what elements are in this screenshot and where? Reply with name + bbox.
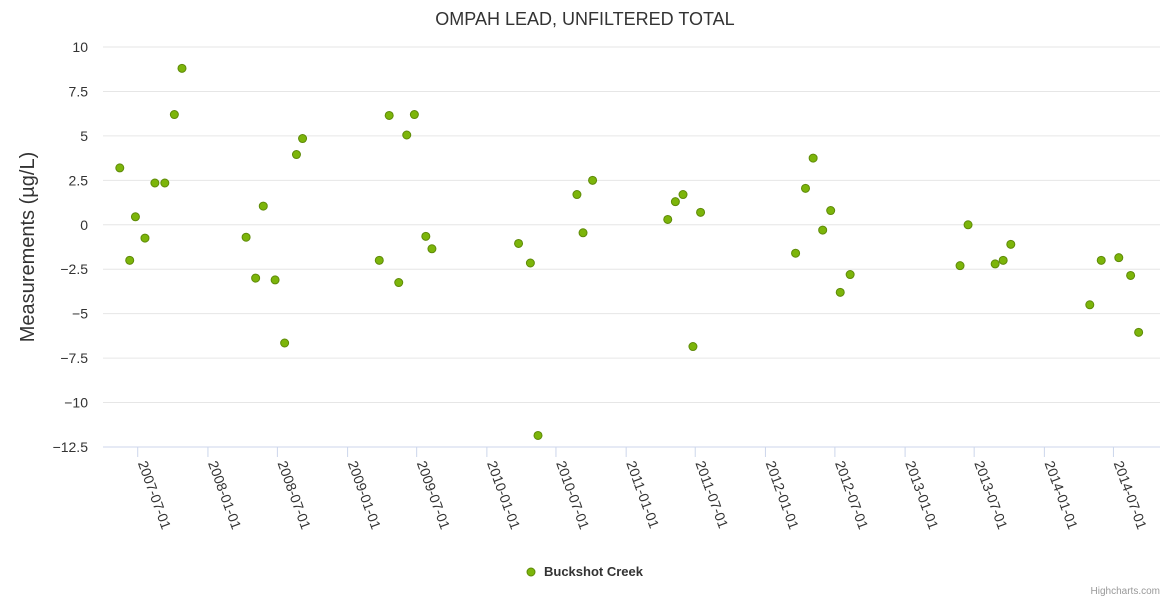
- series-points: [115, 63, 1144, 440]
- data-point[interactable]: [258, 201, 268, 211]
- x-tick-label: 2010-07-01: [553, 459, 593, 532]
- data-point[interactable]: [251, 273, 261, 283]
- data-point[interactable]: [409, 110, 419, 120]
- data-point[interactable]: [115, 163, 125, 173]
- y-tick-label: −12.5: [53, 439, 89, 455]
- legend[interactable]: Buckshot Creek: [526, 564, 644, 579]
- data-point[interactable]: [140, 233, 150, 243]
- data-point[interactable]: [963, 220, 973, 230]
- data-point[interactable]: [835, 287, 845, 297]
- data-point[interactable]: [177, 63, 187, 73]
- data-point[interactable]: [291, 150, 301, 160]
- data-point[interactable]: [998, 255, 1008, 265]
- data-point[interactable]: [696, 207, 706, 217]
- data-point[interactable]: [384, 110, 394, 120]
- x-tick-label: 2011-07-01: [692, 459, 731, 531]
- data-point[interactable]: [1085, 300, 1095, 310]
- legend-label[interactable]: Buckshot Creek: [544, 564, 644, 579]
- data-point[interactable]: [1096, 255, 1106, 265]
- data-point[interactable]: [374, 255, 384, 265]
- data-point[interactable]: [955, 261, 965, 271]
- data-point[interactable]: [1114, 253, 1124, 263]
- data-point[interactable]: [298, 134, 308, 144]
- y-tick-label: 7.5: [69, 83, 89, 99]
- x-tick-label: 2009-07-01: [414, 459, 454, 532]
- x-tick-label: 2013-01-01: [902, 459, 942, 532]
- x-tick-label: 2009-01-01: [345, 459, 385, 532]
- y-tick-label: 10: [72, 39, 88, 55]
- data-point[interactable]: [818, 225, 828, 235]
- data-point[interactable]: [572, 190, 582, 200]
- data-point[interactable]: [280, 338, 290, 348]
- data-point[interactable]: [169, 110, 179, 120]
- data-point[interactable]: [270, 275, 280, 285]
- data-point[interactable]: [1006, 239, 1016, 249]
- y-axis: 10 7.5 5 2.5 0 −2.5 −5 −7.5 −10 −12.5: [53, 39, 89, 455]
- data-point[interactable]: [402, 130, 412, 140]
- x-tick-label: 2008-07-01: [275, 459, 315, 532]
- data-point[interactable]: [688, 342, 698, 352]
- x-tick-label: 2008-01-01: [205, 459, 245, 532]
- x-axis: 2007-07-01 2008-01-01 2008-07-01 2009-01-01…: [103, 446, 1160, 532]
- y-tick-label: −7.5: [60, 350, 88, 366]
- data-point[interactable]: [845, 270, 855, 280]
- data-point[interactable]: [525, 258, 535, 268]
- credits-link[interactable]: Highcharts.com: [1091, 586, 1160, 597]
- y-tick-label: 0: [80, 217, 88, 233]
- y-tick-label: −2.5: [60, 261, 88, 277]
- data-point[interactable]: [801, 183, 811, 193]
- grid-lines: [103, 46, 1160, 448]
- data-point[interactable]: [1126, 270, 1136, 280]
- data-point[interactable]: [808, 153, 818, 163]
- data-point[interactable]: [533, 430, 543, 440]
- y-tick-label: 2.5: [69, 172, 89, 188]
- data-point[interactable]: [394, 278, 404, 288]
- data-point[interactable]: [241, 232, 251, 242]
- data-point[interactable]: [826, 206, 836, 216]
- y-axis-label: Measurements (µg/L): [17, 152, 39, 342]
- data-point[interactable]: [1134, 327, 1144, 337]
- data-point[interactable]: [678, 190, 688, 200]
- data-point[interactable]: [130, 212, 140, 222]
- data-point[interactable]: [578, 228, 588, 238]
- x-tick-label: 2012-01-01: [763, 459, 803, 532]
- chart-title: OMPAH LEAD, UNFILTERED TOTAL: [435, 9, 734, 29]
- data-point[interactable]: [427, 244, 437, 254]
- y-tick-label: −5: [72, 306, 88, 322]
- data-point[interactable]: [791, 248, 801, 258]
- x-tick-label: 2014-01-01: [1042, 459, 1082, 532]
- x-tick-label: 2007-07-01: [135, 459, 175, 532]
- data-point[interactable]: [514, 238, 524, 248]
- data-point[interactable]: [125, 255, 135, 265]
- data-point[interactable]: [160, 178, 170, 188]
- data-point[interactable]: [150, 178, 160, 188]
- data-point[interactable]: [663, 214, 673, 224]
- data-point[interactable]: [670, 197, 680, 207]
- y-tick-label: 5: [80, 128, 88, 144]
- x-tick-label: 2010-01-01: [484, 459, 524, 532]
- x-tick-label: 2014-07-01: [1111, 459, 1151, 532]
- data-point[interactable]: [421, 231, 431, 241]
- legend-marker-icon: [526, 567, 536, 577]
- x-tick-label: 2011-01-01: [623, 459, 662, 531]
- x-tick-label: 2013-07-01: [971, 459, 1011, 532]
- data-point[interactable]: [990, 259, 1000, 269]
- x-tick-label: 2012-07-01: [832, 459, 872, 532]
- data-point[interactable]: [588, 175, 598, 185]
- y-tick-label: −10: [64, 395, 88, 411]
